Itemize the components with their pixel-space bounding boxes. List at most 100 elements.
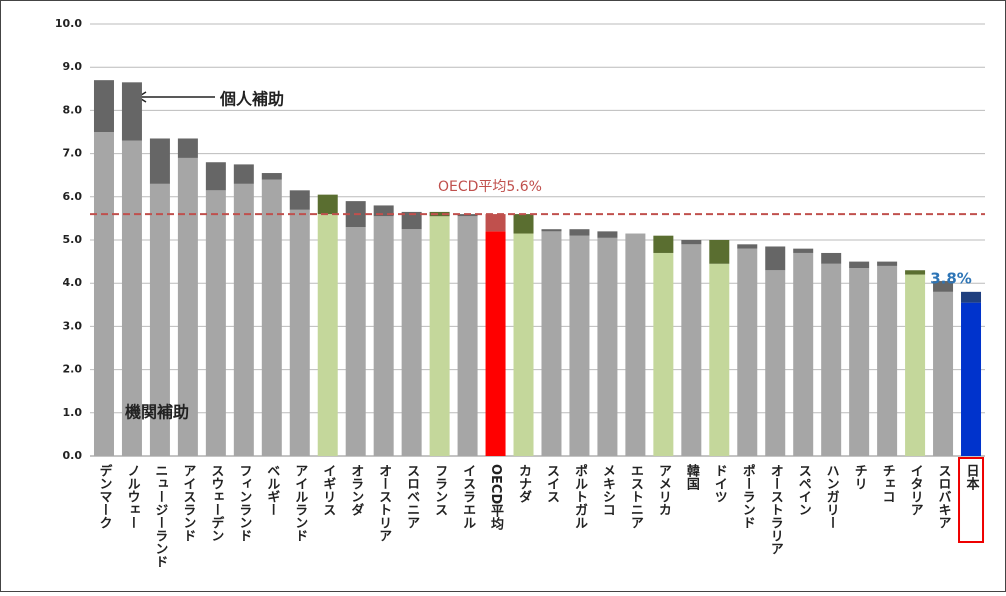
x-tick-label: フランス bbox=[432, 464, 447, 516]
bar-segment bbox=[709, 263, 730, 456]
bar-segment bbox=[905, 270, 926, 275]
bar-segment bbox=[709, 240, 730, 264]
bar-segment bbox=[765, 246, 786, 271]
x-tick-label: アイルランド bbox=[292, 464, 308, 542]
bar-segment bbox=[513, 214, 534, 234]
bar-segment bbox=[569, 235, 590, 456]
bar-segment bbox=[513, 233, 534, 456]
x-tick-label: スロベニア bbox=[404, 464, 420, 529]
annotation: 3.8% bbox=[930, 269, 972, 287]
bar-segment bbox=[569, 229, 590, 236]
series-label: 個人補助 bbox=[219, 90, 284, 109]
bar-segment bbox=[177, 157, 198, 457]
y-tick-label: 3.0 bbox=[63, 319, 83, 332]
x-tick-label: 日本 bbox=[964, 464, 980, 491]
bar-segment bbox=[541, 229, 562, 232]
x-tick-label: ニュージーランド bbox=[152, 464, 168, 568]
x-tick-label: チリ bbox=[852, 464, 867, 490]
bar-segment bbox=[681, 244, 702, 456]
bar-segment bbox=[429, 216, 450, 456]
bar-segment bbox=[317, 214, 338, 456]
x-tick-label: フィンランド bbox=[236, 464, 251, 542]
bar-segment bbox=[821, 263, 842, 456]
x-tick-label: ドイツ bbox=[712, 464, 728, 503]
bar-segment bbox=[793, 248, 814, 253]
x-tick-label: ノルウェー bbox=[124, 464, 140, 529]
y-tick-label: 1.0 bbox=[63, 406, 83, 419]
bar-segment bbox=[653, 252, 674, 456]
bar-segment bbox=[149, 183, 170, 456]
x-tick-label: チェコ bbox=[880, 464, 895, 503]
x-tick-label: ポルトガル bbox=[572, 463, 588, 529]
y-tick-label: 0.0 bbox=[63, 449, 83, 462]
x-tick-label: 韓国 bbox=[684, 463, 700, 491]
bar-segment bbox=[233, 164, 254, 184]
x-tick-label: オーストラリア bbox=[768, 464, 784, 555]
x-tick-label: スイス bbox=[544, 464, 560, 503]
y-tick-label: 10.0 bbox=[55, 17, 82, 30]
y-tick-label: 4.0 bbox=[63, 276, 83, 289]
bar-segment bbox=[121, 82, 142, 141]
y-tick-label: 6.0 bbox=[63, 190, 83, 203]
bar-segment bbox=[765, 270, 786, 456]
bar-segment bbox=[681, 240, 702, 245]
bar-segment bbox=[849, 261, 870, 269]
bar-segment bbox=[457, 214, 478, 217]
highlight-box bbox=[958, 457, 985, 543]
bar-segment bbox=[597, 231, 618, 238]
x-tick-label: イスラエル bbox=[460, 464, 476, 529]
bar-segment bbox=[149, 138, 170, 184]
x-tick-label: ポーランド bbox=[740, 463, 756, 529]
x-tick-label: イタリア bbox=[908, 464, 924, 516]
bar-segment bbox=[373, 216, 394, 456]
series-label: 機関補助 bbox=[125, 403, 189, 422]
y-tick-label: 8.0 bbox=[63, 103, 83, 116]
bar-segment bbox=[793, 252, 814, 456]
x-tick-label: エストニア bbox=[628, 464, 644, 529]
x-tick-label: イギリス bbox=[320, 464, 336, 516]
bar-segment bbox=[625, 233, 646, 456]
x-tick-label: スウェーデン bbox=[208, 464, 223, 542]
x-tick-label: ハンガリー bbox=[824, 464, 840, 529]
bar-segment bbox=[877, 265, 898, 456]
bar-segment bbox=[401, 229, 422, 456]
bar-segment bbox=[93, 132, 114, 456]
bar-segment bbox=[737, 244, 758, 249]
bar-segment bbox=[401, 211, 422, 230]
reference-label: OECD平均5.6% bbox=[438, 179, 542, 195]
bar-segment bbox=[933, 281, 954, 292]
bar-segment bbox=[961, 291, 982, 303]
x-tick-label: アメリカ bbox=[656, 464, 671, 516]
bar-segment bbox=[933, 291, 954, 456]
y-tick-label: 5.0 bbox=[63, 233, 83, 246]
bar-segment bbox=[177, 138, 198, 158]
bar-segment bbox=[289, 190, 310, 210]
bar-segment bbox=[485, 231, 506, 456]
x-tick-label: スペイン bbox=[796, 464, 812, 516]
bar-segment bbox=[457, 216, 478, 456]
bar-segment bbox=[485, 214, 506, 232]
bar-segment bbox=[877, 261, 898, 266]
bar-segment bbox=[345, 227, 366, 456]
x-tick-label: オーストリア bbox=[376, 464, 392, 542]
x-tick-label: オランダ bbox=[348, 464, 364, 516]
bar-segment bbox=[541, 231, 562, 456]
y-tick-label: 7.0 bbox=[63, 147, 83, 160]
bar-segment bbox=[849, 268, 870, 456]
bar-segment bbox=[597, 237, 618, 456]
bar-segment bbox=[961, 302, 982, 456]
bar-segment bbox=[205, 190, 226, 456]
x-tick-label: アイスランド bbox=[180, 464, 196, 542]
bar-segment bbox=[261, 179, 282, 456]
x-tick-label: ベルギー bbox=[264, 464, 280, 516]
y-tick-label: 9.0 bbox=[63, 60, 83, 73]
y-tick-label: 2.0 bbox=[63, 363, 83, 376]
bar-segment bbox=[121, 140, 142, 456]
bar-segment bbox=[653, 235, 674, 253]
bar-segment bbox=[205, 162, 226, 191]
x-tick-label: デンマーク bbox=[96, 463, 112, 529]
bar-segment bbox=[93, 80, 114, 132]
x-tick-label: カナダ bbox=[516, 464, 532, 503]
bar-segment bbox=[905, 274, 926, 456]
